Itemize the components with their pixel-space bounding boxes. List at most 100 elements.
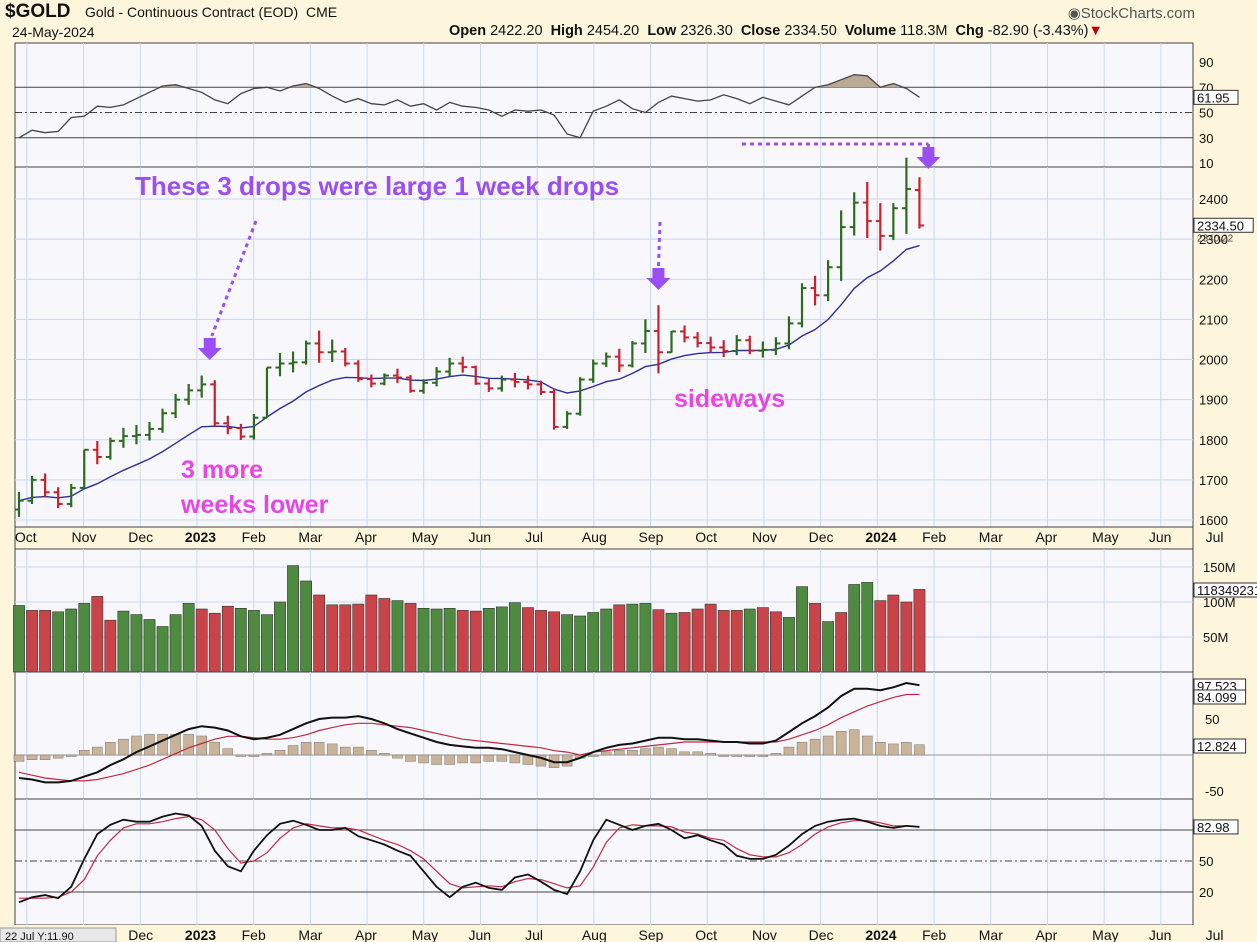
macd-histogram-bar [470, 754, 481, 764]
volume-bar [522, 607, 534, 673]
volume-bar [600, 608, 613, 673]
macd-histogram-bar [587, 754, 599, 757]
price-y-tick: 1900 [1199, 393, 1228, 408]
macd-histogram-bar [157, 734, 168, 756]
rsi-line [18, 73, 920, 139]
volume-bar [796, 586, 808, 673]
bottom-x-tick: Mar [298, 927, 322, 942]
volume-bar [352, 603, 365, 673]
volume-last-value-box [1193, 582, 1257, 598]
volume-bar [430, 608, 443, 673]
open-value: 2422.20 [490, 23, 543, 39]
bottom-x-tick: Mar [979, 927, 1003, 942]
macd-histogram-bar [379, 753, 390, 756]
volume-bar [456, 610, 469, 673]
price-moving-average [18, 244, 920, 502]
stochastic-y-tick: 20 [1199, 885, 1213, 900]
volume-y-tick: 150M [1203, 560, 1236, 575]
x-tick: Dec [809, 529, 834, 545]
ohlc-readout: Open 2422.20 High 2454.20 Low 2326.30 Cl… [449, 23, 1103, 39]
bottom-x-tick: Jul [525, 927, 543, 942]
x-tick: Sep [639, 529, 664, 545]
volume-bar [574, 615, 587, 673]
volume-bar [704, 603, 717, 673]
macd-histogram-bar [261, 753, 273, 756]
x-tick: Feb [242, 529, 266, 545]
bottom-x-tick: Oct [695, 927, 717, 942]
footer: 22 Jul Y:11.90 [0, 927, 117, 942]
volume-y-tick: 100M [1203, 595, 1236, 610]
bottom-x-tick: Apr [1035, 927, 1057, 942]
volume-bar [365, 594, 378, 673]
macd-hist-last-value: 12.824 [1197, 739, 1237, 754]
watermark-logo-icon: ◉ [1067, 5, 1081, 22]
volume-bar [52, 611, 65, 673]
price-y-tick: 1600 [1199, 513, 1228, 528]
macd-histogram-bar [483, 754, 495, 762]
volume-label: Volume [844, 23, 897, 39]
macd-histogram-bar [131, 735, 142, 756]
volume-bar [143, 619, 156, 673]
macd-frame [14, 671, 1194, 800]
bottom-axis-band [15, 925, 1193, 942]
volume-bar [613, 604, 626, 673]
macd-histogram-bar [392, 754, 403, 759]
price-x-axis: Oct Nov Dec 2023 Feb Mar Apr May Jun Jul Aug Sep Oct… [14, 526, 1223, 550]
macd-histogram-bar [757, 754, 769, 757]
bottom-x-tick: Feb [922, 927, 946, 942]
volume-bar [195, 608, 208, 673]
volume-panel: 150M 100M 50M 118349231 [13, 548, 1257, 673]
volume-bar [208, 612, 221, 673]
x-tick: Jun [468, 529, 491, 545]
volume-bar [691, 608, 704, 673]
x-tick: Nov [72, 529, 97, 545]
macd-histogram-bar [679, 751, 690, 756]
description-label: Gold - Continuous Contract (EOD) CME [85, 4, 337, 20]
macd-histogram-bar [627, 749, 638, 756]
contract-description: Gold - Continuous Contract (EOD) [85, 4, 299, 20]
x-tick: Feb [922, 529, 946, 545]
macd-histogram-bar [248, 754, 260, 757]
rsi-y-tick: 50 [1199, 106, 1213, 121]
x-tick: Oct [15, 529, 37, 545]
annotation-weeks-lower: weeks lower [180, 491, 329, 519]
macd-histogram-bar [366, 749, 377, 756]
price-ma-value: 2340.22 [1197, 234, 1234, 245]
macd-histogram-bar [509, 754, 521, 764]
macd-histogram-bar [835, 730, 847, 756]
volume-bar [417, 607, 430, 673]
high-label: High [550, 23, 583, 39]
annotations: These 3 drops were large 1 week drops 3 … [135, 142, 941, 519]
x-tick: May [412, 529, 438, 545]
volume-bar [783, 617, 795, 673]
watermark[interactable]: ◉StockCharts.com [1068, 4, 1195, 22]
macd-histogram-bar [653, 746, 664, 756]
price-y-tick: 2400 [1199, 192, 1228, 207]
volume-bar [874, 600, 887, 673]
macd-histogram-bar [353, 746, 364, 756]
volume-bar [221, 605, 234, 673]
exchange-label: CME [305, 4, 338, 20]
bottom-x-tick: Apr [355, 927, 377, 942]
bottom-x-tick: Jun [1149, 927, 1172, 942]
macd-histogram-bar [614, 749, 625, 756]
volume-bar [13, 605, 25, 673]
price-panel: 2400 2300 2200 2100 2000 1900 1800 1700 1600 2334… [14, 157, 1254, 528]
macd-histogram-bar [274, 749, 286, 756]
macd-histogram-bar [444, 754, 455, 765]
macd-histogram-bar [79, 749, 90, 756]
volume-bar [339, 604, 352, 673]
macd-histogram-bar [901, 742, 912, 756]
rsi-frame [14, 42, 1194, 168]
rsi-overbought-fill [156, 74, 900, 88]
volume-bar [508, 602, 521, 673]
price-last-value-box [1193, 217, 1254, 233]
bottom-x-tick: Feb [242, 927, 266, 942]
macd-signal-last-value-box [1193, 689, 1247, 705]
macd-histogram-bar [431, 754, 442, 765]
macd-histogram-bar [326, 743, 338, 756]
watermark-text: StockCharts.com [1080, 5, 1195, 22]
low-value: 2326.30 [680, 23, 733, 39]
volume-bar [391, 600, 404, 673]
